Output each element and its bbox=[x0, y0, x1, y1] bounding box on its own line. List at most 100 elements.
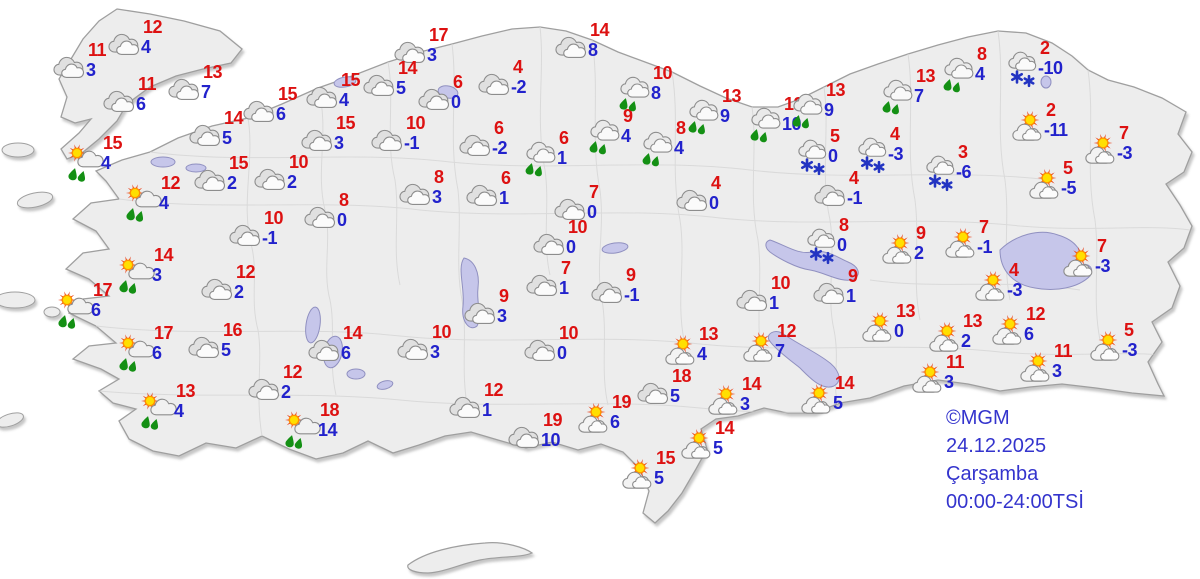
high-temp: 15 bbox=[229, 153, 249, 173]
weather-station: 4 -2 bbox=[475, 57, 527, 105]
low-temp: -1 bbox=[262, 228, 278, 248]
high-temp: 11 bbox=[138, 74, 157, 94]
weather-station: 10 -1 bbox=[368, 113, 426, 161]
weather-station: 7 -3 bbox=[1059, 236, 1111, 284]
weather-station: 10 0 bbox=[530, 217, 588, 265]
cloudy-icon bbox=[254, 168, 286, 190]
weather-station: 13 7 bbox=[165, 62, 223, 110]
sun-cloud-icon bbox=[882, 234, 912, 264]
high-temp: 11 bbox=[946, 352, 965, 372]
high-temp: 17 bbox=[93, 280, 113, 300]
low-temp: -2 bbox=[492, 138, 508, 158]
rain-cloud-icon bbox=[882, 79, 913, 115]
high-temp: 11 bbox=[1054, 341, 1073, 361]
high-temp: 12 bbox=[143, 17, 163, 37]
rain-cloud-icon bbox=[525, 141, 556, 177]
sun-cloud-icon bbox=[862, 312, 892, 342]
high-temp: 2 bbox=[1040, 38, 1050, 58]
weather-station: 10 2 bbox=[251, 152, 309, 200]
weather-station: 12 4 bbox=[105, 17, 163, 65]
high-temp: 17 bbox=[154, 323, 174, 343]
low-temp: 4 bbox=[159, 193, 169, 213]
high-temp: 13 bbox=[826, 80, 846, 100]
weather-station: 17 6 bbox=[55, 280, 113, 329]
aegean-islands bbox=[0, 142, 61, 428]
rain-cloud-icon bbox=[589, 119, 620, 155]
cyprus-island bbox=[407, 542, 534, 574]
cloudy-icon bbox=[371, 129, 403, 151]
weather-station: 13 9 bbox=[684, 86, 742, 135]
low-temp: 0 bbox=[566, 237, 576, 257]
weather-station: 15 3 bbox=[298, 113, 356, 161]
low-temp: 0 bbox=[837, 235, 847, 255]
weather-station: 13 9 bbox=[788, 80, 846, 129]
high-temp: 8 bbox=[339, 190, 349, 210]
weather-station: 4 -1 bbox=[811, 168, 863, 216]
low-temp: 6 bbox=[1024, 324, 1034, 344]
cloudy-icon bbox=[555, 36, 587, 58]
sun-cloud-icon bbox=[681, 429, 711, 459]
sun-cloud-icon bbox=[1012, 111, 1042, 141]
low-temp: 2 bbox=[287, 172, 297, 192]
high-temp: 12 bbox=[484, 380, 504, 400]
low-temp: 9 bbox=[720, 106, 730, 126]
high-temp: 9 bbox=[848, 266, 858, 286]
sun-rain-icon bbox=[126, 184, 162, 222]
high-temp: 14 bbox=[835, 373, 855, 393]
sun-cloud-icon bbox=[1085, 134, 1115, 164]
low-temp: 6 bbox=[136, 94, 146, 114]
cloudy-icon bbox=[201, 278, 233, 300]
low-temp: 3 bbox=[152, 265, 162, 285]
low-temp: 8 bbox=[651, 83, 661, 103]
snow-cloud-icon bbox=[926, 155, 955, 192]
cloudy-icon bbox=[814, 184, 846, 206]
weather-station: 15 5 bbox=[618, 448, 676, 496]
high-temp: 6 bbox=[559, 128, 569, 148]
weather-station: 10 -1 bbox=[226, 208, 284, 256]
sun-cloud-icon bbox=[1090, 331, 1120, 361]
high-temp: 14 bbox=[224, 108, 244, 128]
weather-station: 18 5 bbox=[634, 366, 692, 414]
high-temp: 10 bbox=[432, 322, 452, 342]
cloudy-icon bbox=[308, 339, 340, 361]
high-temp: 5 bbox=[1124, 320, 1134, 340]
low-temp: -11 bbox=[1044, 120, 1068, 140]
sun-cloud-icon bbox=[945, 228, 975, 258]
weather-station: 12 7 bbox=[739, 321, 797, 369]
sun-rain-icon bbox=[119, 256, 155, 294]
high-temp: 11 bbox=[88, 40, 107, 60]
snow-cloud-icon bbox=[1008, 51, 1037, 88]
sun-rain-icon bbox=[58, 291, 94, 329]
weather-station: 10 3 bbox=[394, 322, 452, 370]
sun-cloud-icon bbox=[578, 403, 608, 433]
low-temp: -1 bbox=[404, 133, 420, 153]
weather-station: 17 3 bbox=[391, 25, 449, 73]
low-temp: 1 bbox=[499, 188, 509, 208]
sun-cloud-icon bbox=[1029, 169, 1059, 199]
weather-station: 7 -1 bbox=[941, 217, 993, 265]
low-temp: -3 bbox=[1117, 143, 1133, 163]
weather-station: 13 4 bbox=[661, 324, 719, 372]
cloudy-icon bbox=[554, 198, 586, 220]
high-temp: 15 bbox=[336, 113, 356, 133]
weather-station: 15 4 bbox=[303, 70, 361, 118]
sun-rain-icon bbox=[285, 411, 321, 449]
high-temp: 12 bbox=[161, 173, 181, 193]
cloudy-icon bbox=[189, 124, 221, 146]
weather-station: 18 14 bbox=[282, 400, 340, 449]
weather-station: 19 10 bbox=[505, 410, 563, 458]
high-temp: 10 bbox=[653, 63, 673, 83]
weather-station: 14 3 bbox=[116, 245, 174, 294]
high-temp: 15 bbox=[278, 84, 298, 104]
high-temp: 9 bbox=[623, 106, 633, 126]
low-temp: 3 bbox=[432, 187, 442, 207]
sun-rain-icon bbox=[119, 334, 155, 372]
high-temp: 13 bbox=[203, 62, 223, 82]
rain-cloud-icon bbox=[688, 99, 719, 135]
low-temp: 4 bbox=[975, 64, 985, 84]
low-temp: 4 bbox=[621, 126, 631, 146]
low-temp: 2 bbox=[227, 173, 237, 193]
